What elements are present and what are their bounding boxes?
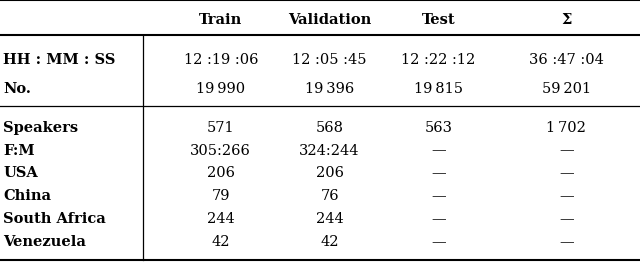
Text: 12 :22 :12: 12 :22 :12 bbox=[401, 53, 476, 67]
Text: 19 990: 19 990 bbox=[196, 82, 245, 96]
Text: 19 815: 19 815 bbox=[414, 82, 463, 96]
Text: China: China bbox=[3, 189, 51, 203]
Text: 1 702: 1 702 bbox=[547, 121, 586, 135]
Text: —: — bbox=[431, 212, 445, 226]
Text: 42: 42 bbox=[321, 235, 339, 249]
Text: 324:244: 324:244 bbox=[300, 144, 360, 157]
Text: 206: 206 bbox=[316, 166, 344, 180]
Text: —: — bbox=[431, 166, 445, 180]
Text: 12 :05 :45: 12 :05 :45 bbox=[292, 53, 367, 67]
Text: 19 396: 19 396 bbox=[305, 82, 354, 96]
Text: Speakers: Speakers bbox=[3, 121, 78, 135]
Text: USA: USA bbox=[3, 166, 38, 180]
Text: F:M: F:M bbox=[3, 144, 35, 157]
Text: —: — bbox=[559, 212, 573, 226]
Text: 563: 563 bbox=[424, 121, 452, 135]
Text: —: — bbox=[559, 189, 573, 203]
Text: Test: Test bbox=[422, 13, 455, 27]
Text: 244: 244 bbox=[207, 212, 235, 226]
Text: No.: No. bbox=[3, 82, 31, 96]
Text: —: — bbox=[431, 189, 445, 203]
Text: 76: 76 bbox=[320, 189, 339, 203]
Text: —: — bbox=[431, 144, 445, 157]
Text: 571: 571 bbox=[207, 121, 235, 135]
Text: 568: 568 bbox=[316, 121, 344, 135]
Text: Venezuela: Venezuela bbox=[3, 235, 86, 249]
Text: South Africa: South Africa bbox=[3, 212, 106, 226]
Text: Validation: Validation bbox=[288, 13, 371, 27]
Text: 79: 79 bbox=[212, 189, 230, 203]
Text: —: — bbox=[559, 144, 573, 157]
Text: Σ: Σ bbox=[561, 13, 572, 27]
Text: 36 :47 :04: 36 :47 :04 bbox=[529, 53, 604, 67]
Text: 42: 42 bbox=[212, 235, 230, 249]
Text: 12 :19 :06: 12 :19 :06 bbox=[184, 53, 258, 67]
Text: HH : MM : SS: HH : MM : SS bbox=[3, 53, 116, 67]
Text: 244: 244 bbox=[316, 212, 344, 226]
Text: Train: Train bbox=[199, 13, 243, 27]
Text: 305:266: 305:266 bbox=[190, 144, 252, 157]
Text: 206: 206 bbox=[207, 166, 235, 180]
Text: —: — bbox=[559, 235, 573, 249]
Text: 59 201: 59 201 bbox=[542, 82, 591, 96]
Text: —: — bbox=[559, 166, 573, 180]
Text: —: — bbox=[431, 235, 445, 249]
